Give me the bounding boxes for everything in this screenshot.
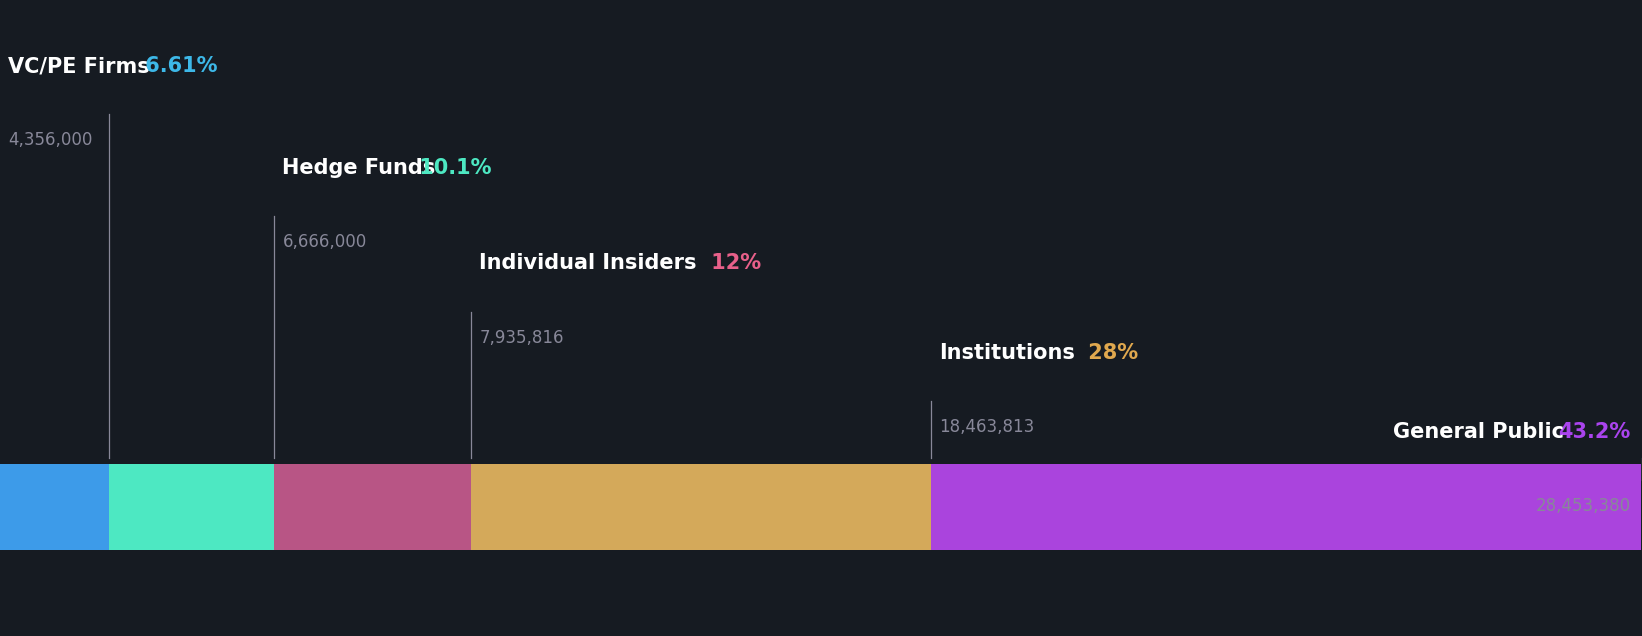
Text: 10.1%: 10.1% [412, 158, 493, 178]
Text: 6.61%: 6.61% [138, 57, 218, 76]
Text: Institutions: Institutions [939, 343, 1076, 363]
Text: 28%: 28% [1080, 343, 1138, 363]
Bar [471, 464, 931, 550]
Bar [108, 464, 274, 550]
Text: VC/PE Firms: VC/PE Firms [8, 57, 149, 76]
Text: Individual Insiders: Individual Insiders [479, 254, 696, 273]
Text: Hedge Funds: Hedge Funds [282, 158, 435, 178]
Text: 6,666,000: 6,666,000 [282, 233, 366, 251]
Text: 7,935,816: 7,935,816 [479, 329, 563, 347]
Bar [931, 464, 1640, 550]
Text: 12%: 12% [704, 254, 760, 273]
Bar [0, 464, 108, 550]
Text: 28,453,380: 28,453,380 [1535, 497, 1631, 515]
Bar [274, 464, 471, 550]
Text: General Public: General Public [1392, 422, 1571, 442]
Text: 43.2%: 43.2% [1558, 422, 1631, 442]
Text: 18,463,813: 18,463,813 [939, 418, 1034, 436]
Text: 4,356,000: 4,356,000 [8, 132, 92, 149]
